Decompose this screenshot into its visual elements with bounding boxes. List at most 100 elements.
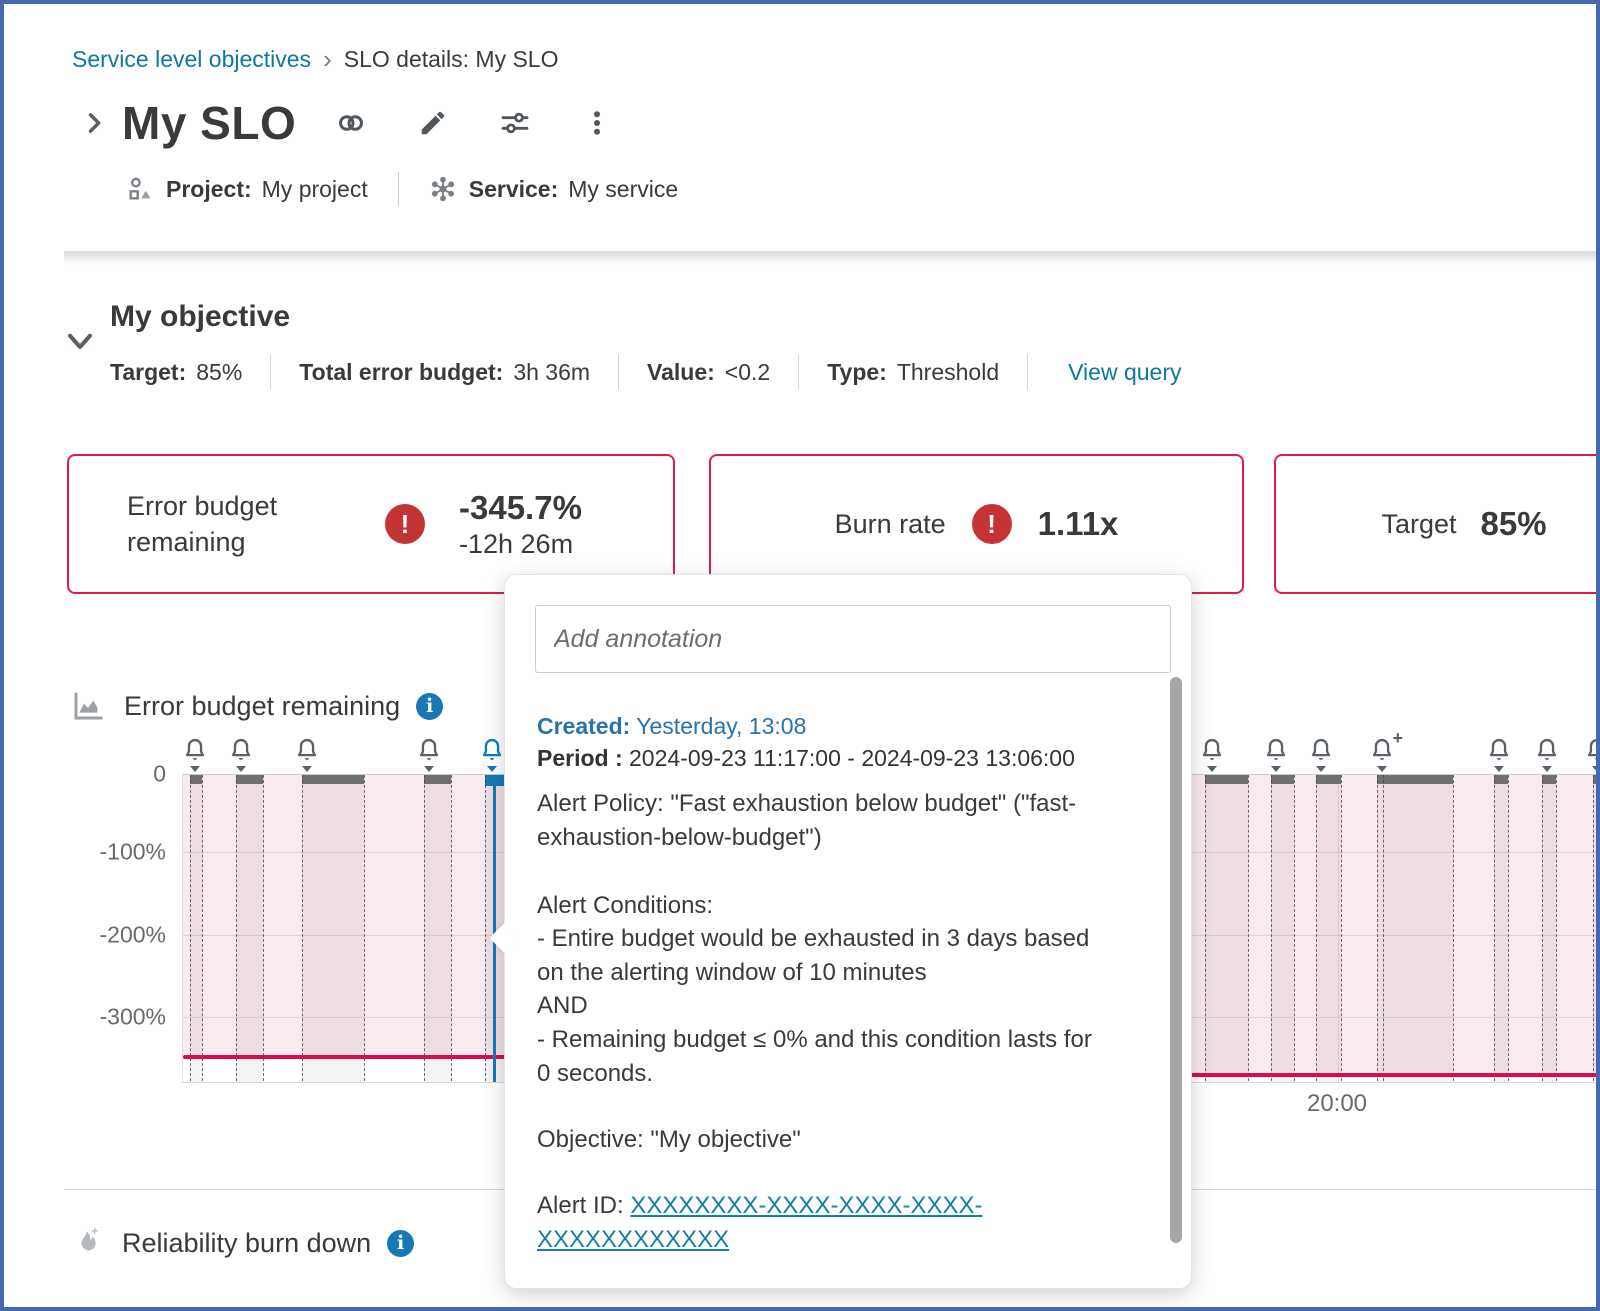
chevron-down-icon[interactable] bbox=[65, 330, 95, 359]
selected-alert-line bbox=[493, 774, 496, 1082]
title-row: My SLO bbox=[80, 96, 614, 150]
tooltip-alert-policy: Alert Policy: "Fast exhaustion below bud… bbox=[537, 790, 1077, 851]
page-title: My SLO bbox=[122, 97, 297, 149]
tooltip-objective: Objective: "My objective" bbox=[537, 1126, 801, 1153]
service-value: My service bbox=[568, 175, 679, 202]
burndown-header: + Reliability burn down i bbox=[70, 1226, 415, 1260]
alert-duration-bar bbox=[1494, 775, 1508, 784]
breadcrumb-slo-link[interactable]: Service level objectives bbox=[72, 46, 312, 72]
alert-period-band bbox=[1377, 775, 1453, 1082]
alert-duration-bar bbox=[1271, 775, 1294, 784]
error-budget-line bbox=[183, 1055, 509, 1059]
stat-budget-label: Total error budget: bbox=[299, 358, 504, 385]
target-card-value: 85% bbox=[1480, 505, 1547, 542]
alert-bell-icon[interactable] bbox=[181, 736, 209, 772]
stat-divider bbox=[1027, 354, 1029, 390]
alert-period-band bbox=[1542, 775, 1556, 1082]
chevron-right-icon[interactable] bbox=[80, 109, 108, 137]
error-budget-line bbox=[1189, 1073, 1596, 1077]
alert-period-band bbox=[1593, 775, 1596, 1082]
stat-target-label: Target: bbox=[110, 358, 187, 385]
alert-bell-icon[interactable] bbox=[478, 736, 506, 772]
burn-rate-card-label: Burn rate bbox=[834, 508, 946, 539]
alert-boundary-line bbox=[1271, 775, 1272, 1081]
alert-boundary-line bbox=[1383, 775, 1384, 1081]
alert-bell-icon[interactable] bbox=[1198, 736, 1226, 772]
settings-sliders-icon[interactable] bbox=[498, 106, 532, 140]
alert-bell-icon[interactable] bbox=[1583, 736, 1596, 772]
chart-title: Error budget remaining bbox=[124, 690, 401, 721]
error-budget-card: Error budget remaining ! -345.7% -12h 26… bbox=[67, 454, 675, 594]
alert-duration-bar bbox=[1542, 775, 1556, 784]
more-menu-icon[interactable] bbox=[580, 106, 614, 140]
alert-boundary-line bbox=[1377, 775, 1378, 1081]
stat-target-value: 85% bbox=[196, 358, 243, 385]
alert-boundary-line bbox=[236, 775, 237, 1081]
alert-period-band bbox=[1271, 775, 1294, 1082]
alert-bell-icon[interactable] bbox=[227, 736, 255, 772]
created-label: Created: bbox=[537, 713, 631, 739]
copy-link-icon[interactable] bbox=[334, 106, 368, 140]
tooltip-condition-1: - Entire budget would be exhausted in 3 … bbox=[537, 925, 1090, 986]
alert-boundary-line bbox=[364, 775, 365, 1081]
y-axis-label: -300% bbox=[99, 1003, 166, 1030]
view-query-link[interactable]: View query bbox=[1068, 358, 1182, 385]
alert-bell-icon[interactable] bbox=[1533, 736, 1561, 772]
alert-bell-icon[interactable] bbox=[415, 736, 443, 772]
objective-stats: Target: 85% Total error budget: 3h 36m Val… bbox=[110, 352, 1182, 392]
alert-duration-bar bbox=[236, 775, 263, 784]
error-alert-icon: ! bbox=[385, 504, 425, 544]
tooltip-scrollbar[interactable] bbox=[1170, 677, 1182, 1243]
objective-title: My objective bbox=[110, 300, 291, 333]
stat-divider bbox=[798, 354, 800, 390]
alert-boundary-line bbox=[424, 775, 425, 1081]
alert-bell-plus-icon[interactable]: + bbox=[1368, 728, 1403, 772]
alert-boundary-line bbox=[451, 775, 452, 1081]
tooltip-condition-2: - Remaining budget ≤ 0% and this conditi… bbox=[537, 1026, 1092, 1087]
chart-x-tick: 20:00 bbox=[1306, 1090, 1368, 1117]
y-axis-label: 0 bbox=[153, 760, 166, 787]
alert-period-band bbox=[236, 775, 263, 1082]
alert-boundary-line bbox=[1294, 775, 1295, 1081]
project-value: My project bbox=[261, 175, 368, 202]
alert-bell-icon[interactable] bbox=[1307, 736, 1335, 772]
y-axis-label: -100% bbox=[99, 838, 166, 865]
alert-period-band bbox=[302, 775, 364, 1082]
area-chart-icon bbox=[72, 690, 104, 722]
period-label: Period : bbox=[537, 745, 623, 771]
alert-boundary-line bbox=[263, 775, 264, 1081]
stat-divider bbox=[618, 354, 620, 390]
alert-boundary-line bbox=[1593, 775, 1594, 1081]
add-annotation-input[interactable] bbox=[535, 605, 1171, 673]
alert-period-band bbox=[1205, 775, 1248, 1082]
chart-alert-bells: + bbox=[181, 728, 1596, 772]
error-budget-card-label: Error budget remaining bbox=[127, 491, 278, 557]
info-icon[interactable]: i bbox=[387, 1229, 415, 1257]
burn-rate-card: Burn rate ! 1.11x bbox=[709, 454, 1244, 594]
stat-divider bbox=[270, 354, 272, 390]
stat-value-value: <0.2 bbox=[724, 358, 771, 385]
alert-duration-bar bbox=[485, 775, 517, 786]
alert-boundary-line bbox=[1542, 775, 1543, 1081]
service-label: Service: bbox=[468, 175, 559, 202]
alert-boundary-line bbox=[1453, 775, 1454, 1081]
alert-period-band bbox=[1316, 775, 1341, 1082]
edit-icon[interactable] bbox=[416, 106, 450, 140]
info-icon[interactable]: i bbox=[416, 692, 444, 720]
tooltip-conditions-title: Alert Conditions: bbox=[537, 892, 714, 919]
alert-id-link[interactable]: XXXXXXXX-XXXX-XXXX-XXXX-XXXXXXXXXXXX bbox=[537, 1192, 983, 1253]
error-alert-icon: ! bbox=[971, 504, 1012, 544]
chart-header: Error budget remaining i bbox=[72, 690, 444, 722]
period-value: 2024-09-23 11:17:00 - 2024-09-23 13:06:0… bbox=[622, 745, 1075, 771]
alert-bell-icon[interactable] bbox=[293, 736, 321, 772]
alert-boundary-line bbox=[485, 775, 486, 1081]
alert-boundary-line bbox=[1556, 775, 1557, 1081]
alert-duration-bar bbox=[1377, 775, 1453, 784]
gridline bbox=[1338, 774, 1339, 1082]
alert-bell-icon[interactable] bbox=[1485, 736, 1513, 772]
alert-duration-bar bbox=[1316, 775, 1341, 784]
alert-bell-icon[interactable] bbox=[1262, 736, 1290, 772]
tooltip-alert-id: Alert ID: XXXXXXXX-XXXX-XXXX-XXXX-XXXXXX… bbox=[537, 1189, 1093, 1256]
tooltip-conjunction: AND bbox=[537, 992, 588, 1019]
y-axis-label: -200% bbox=[99, 921, 166, 948]
